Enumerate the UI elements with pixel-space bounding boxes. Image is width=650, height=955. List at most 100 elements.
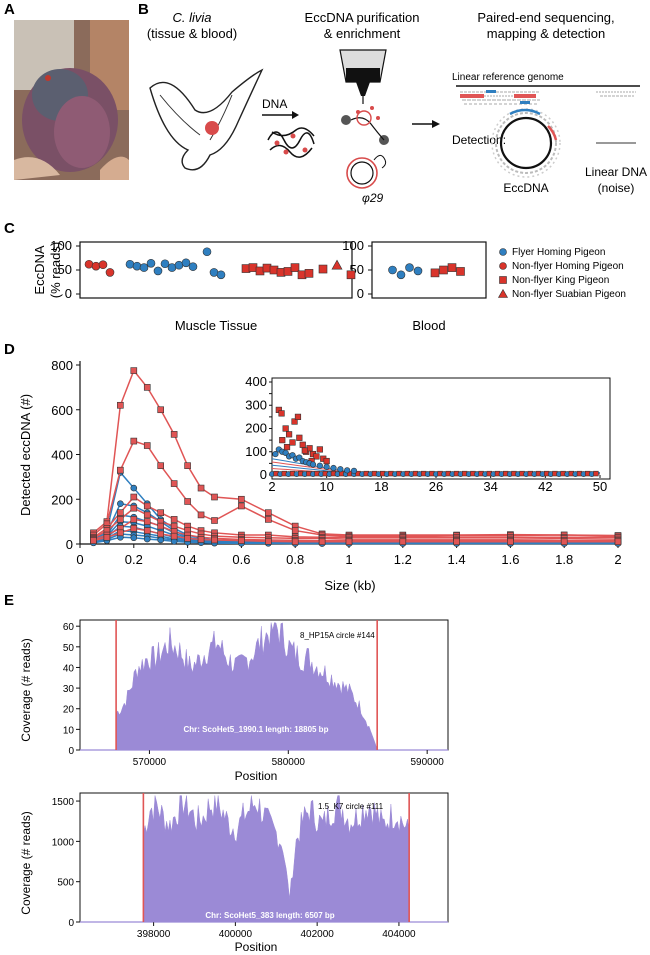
d-inset-xtick-label: 10 <box>319 479 333 494</box>
data-point <box>238 495 245 503</box>
c-ylabel-1: EccDNA <box>32 245 47 294</box>
data-point <box>396 270 406 280</box>
data-point <box>316 446 323 453</box>
d-xtick-label: 0.4 <box>179 552 197 567</box>
data-point <box>313 453 320 460</box>
e-ytick-label: 1500 <box>52 797 75 808</box>
d-xtick-label: 1 <box>345 552 352 567</box>
data-point <box>456 267 465 276</box>
e-xtick-label: 570000 <box>133 757 167 768</box>
data-point <box>304 269 314 278</box>
data-point <box>197 511 205 519</box>
e1-xlabel: Position <box>235 769 278 783</box>
c-legend-label: Flyer Homing Pigeon <box>512 247 605 258</box>
data-point <box>117 500 124 508</box>
step2-title: EccDNA purification <box>305 10 420 25</box>
panel-e2-chart: 0 500 1000 1500 398000 400000 402000 404000 Cove… <box>19 792 449 954</box>
data-point <box>153 266 163 276</box>
data-point <box>197 536 205 543</box>
d-ytick-label: 0 <box>66 537 73 552</box>
data-point <box>497 288 509 298</box>
data-point <box>560 538 568 546</box>
dna-tangle <box>267 127 315 158</box>
data-point <box>291 418 298 425</box>
step-arrow-head <box>432 120 440 128</box>
eccdna-label: EccDNA <box>503 181 548 195</box>
d-inset-ytick-label: 300 <box>245 397 267 412</box>
data-point <box>184 535 191 542</box>
e-xtick-label: 402000 <box>300 929 334 940</box>
e1-ylabel: Coverage (# reads) <box>19 638 33 741</box>
data-point <box>103 533 111 541</box>
data-point <box>143 442 151 449</box>
data-point <box>143 511 151 519</box>
c-group-blood: Blood <box>412 318 445 333</box>
data-point <box>170 522 178 530</box>
data-point <box>453 538 460 546</box>
panel-label-e: E <box>4 592 14 609</box>
data-point <box>130 484 138 492</box>
e-ytick-label: 60 <box>63 622 75 633</box>
d-xtick-label: 0.8 <box>286 552 304 567</box>
d-xtick-label: 0.6 <box>232 552 250 567</box>
e-ytick-label: 0 <box>68 918 74 929</box>
data-point <box>130 367 138 374</box>
linear-dna-label: Linear DNA <box>585 165 647 179</box>
data-point <box>117 466 124 474</box>
data-point <box>350 467 358 474</box>
e2-ylabel: Coverage (# reads) <box>19 811 33 914</box>
data-point <box>278 410 285 417</box>
e1-note: Chr: ScoHet5_1990.1 length: 18805 bp <box>184 725 329 734</box>
data-point <box>170 516 178 523</box>
data-point <box>291 538 299 546</box>
d-xtick-label: 0.2 <box>125 552 143 567</box>
data-point <box>264 516 272 523</box>
data-point <box>143 535 151 543</box>
data-point <box>139 263 149 272</box>
d-ytick-label: 400 <box>51 448 73 463</box>
data-point <box>211 493 218 501</box>
c-legend-label: Non-flyer King Pigeon <box>512 275 609 286</box>
e-coverage-area <box>143 795 410 923</box>
c-legend: Flyer Homing Pigeon Non-flyer Homing Pige… <box>497 247 626 300</box>
data-point <box>117 509 124 516</box>
data-point <box>117 529 124 537</box>
data-point <box>272 450 279 458</box>
data-point <box>157 406 164 414</box>
data-point <box>291 527 299 534</box>
data-point <box>405 263 414 272</box>
data-point <box>143 502 151 510</box>
data-point <box>157 530 164 538</box>
column-illustration <box>339 49 389 189</box>
data-point <box>282 425 289 432</box>
data-point <box>157 522 164 530</box>
data-point <box>499 276 507 284</box>
data-point <box>499 248 507 256</box>
data-point <box>130 516 138 523</box>
data-point <box>296 434 303 441</box>
data-point <box>346 270 356 280</box>
data-point <box>238 502 245 510</box>
e1-title: 8_HP15A circle #144 <box>300 631 375 640</box>
data-point <box>146 258 156 268</box>
data-point <box>216 270 226 280</box>
data-point <box>337 466 344 473</box>
d-inset-bg <box>272 378 610 479</box>
d-ytick-label: 800 <box>51 358 73 373</box>
d-xtick-label: 2 <box>614 552 621 567</box>
data-point <box>430 268 440 278</box>
data-point <box>290 263 300 272</box>
e-ytick-label: 20 <box>63 705 75 716</box>
pigeon-illustration <box>149 68 264 171</box>
d-inset-xtick-label: 42 <box>538 479 552 494</box>
data-point <box>105 268 115 277</box>
dna-label: DNA <box>262 97 287 111</box>
e-xtick-label: 590000 <box>410 757 444 768</box>
panel-label-d: D <box>4 341 15 358</box>
data-point <box>344 467 351 474</box>
d-inset-xtick-label: 26 <box>429 479 443 494</box>
panel-e1-chart: 0 10 20 30 40 50 60 570000 580000 590000 Coverage … <box>19 619 449 783</box>
data-point <box>202 247 212 257</box>
data-point <box>316 462 323 469</box>
data-point <box>264 509 272 516</box>
